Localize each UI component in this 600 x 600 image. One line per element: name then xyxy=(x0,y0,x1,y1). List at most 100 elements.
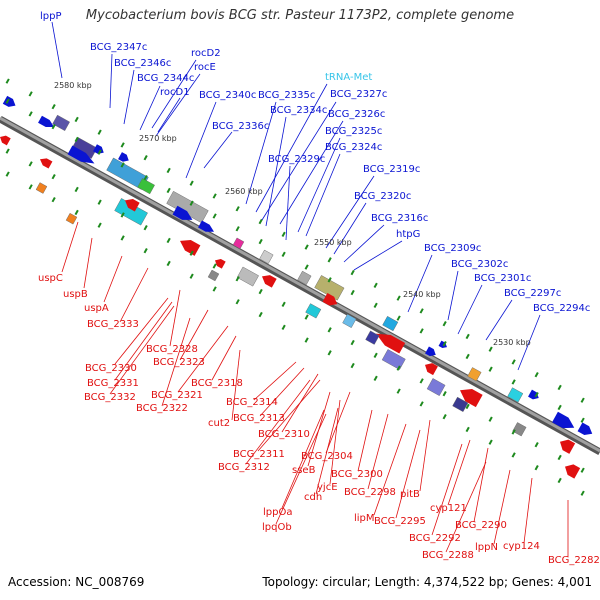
leader-line xyxy=(315,407,339,495)
gene-label: BCG_2334c xyxy=(270,105,327,116)
gene-feature xyxy=(467,367,482,382)
leader-line xyxy=(431,443,463,536)
gene-label: rocD2 xyxy=(191,48,221,59)
gene-label: BCG_2309c xyxy=(424,243,481,254)
tick-mark xyxy=(373,302,378,309)
tick-mark xyxy=(28,184,33,190)
tick-mark xyxy=(580,467,585,473)
leader-line xyxy=(395,429,421,519)
leader-line xyxy=(447,270,459,321)
leader-line xyxy=(265,116,287,227)
gene-feature xyxy=(365,330,380,345)
gene-label: rocD1 xyxy=(160,87,190,98)
tick-mark xyxy=(465,403,470,410)
tick-label: 2560 kbp xyxy=(225,187,263,196)
tick-mark xyxy=(488,366,493,372)
gene-block xyxy=(314,275,345,301)
tick-mark xyxy=(5,98,10,104)
tick-mark xyxy=(534,392,539,398)
gene-label: BCG_2330 xyxy=(85,363,137,374)
gene-arrow xyxy=(125,199,140,212)
gene-arrow xyxy=(577,422,593,436)
tick-mark xyxy=(350,339,355,346)
leader-line xyxy=(109,53,113,109)
tick-mark xyxy=(419,328,424,334)
leader-line xyxy=(119,267,149,323)
leader-line xyxy=(231,349,241,421)
tick-mark xyxy=(488,346,493,352)
gene-label: uspC xyxy=(38,273,63,284)
leader-line xyxy=(281,409,325,509)
gene-feature xyxy=(38,115,54,127)
gene-arrow xyxy=(40,158,53,169)
tick-mark xyxy=(327,257,332,263)
leader-line xyxy=(447,439,471,506)
tick-mark xyxy=(74,136,79,143)
gene-block xyxy=(342,313,357,328)
gene-feature xyxy=(552,411,575,429)
gene-arrow xyxy=(38,115,54,127)
gene-label: cdh xyxy=(304,492,322,503)
tick-label: 2570 kbp xyxy=(139,134,177,143)
tick-mark xyxy=(143,225,148,231)
leader-line xyxy=(155,73,201,137)
tick-mark xyxy=(74,209,79,216)
leader-line xyxy=(445,461,487,553)
tick-mark xyxy=(350,269,355,276)
tick-mark xyxy=(258,311,263,318)
gene-feature xyxy=(118,152,129,162)
leader-line xyxy=(151,59,197,129)
genome-backbone xyxy=(0,115,600,456)
tick-mark xyxy=(396,295,401,301)
gene-label: htpG xyxy=(396,229,420,240)
leader-line xyxy=(343,224,385,263)
tick-mark xyxy=(511,429,516,435)
leader-line xyxy=(257,379,321,452)
gene-feature xyxy=(52,114,70,131)
gene-feature xyxy=(297,270,312,285)
gene-arrow xyxy=(2,95,16,107)
leader-line xyxy=(203,131,233,169)
gene-arrow xyxy=(262,275,277,288)
leader-line xyxy=(357,409,373,472)
tick-mark xyxy=(166,260,171,267)
leader-line xyxy=(177,325,229,393)
tick-mark xyxy=(557,384,562,391)
gene-feature xyxy=(425,363,438,376)
gene-label: BCG_2298 xyxy=(344,487,396,498)
gene-label: BCG_2346c xyxy=(114,58,171,69)
leader-line xyxy=(114,297,169,365)
gene-label: BCG_2335c xyxy=(258,90,315,101)
leader-line xyxy=(157,97,181,133)
leader-line xyxy=(211,335,237,381)
gene-label: yjcE xyxy=(317,482,338,493)
gene-label: cut2 xyxy=(208,418,230,429)
leader-line xyxy=(139,85,161,131)
tick-mark xyxy=(327,327,332,333)
gene-label: BCG_2318 xyxy=(191,378,243,389)
tick-mark xyxy=(166,187,171,194)
gene-arrow xyxy=(172,205,193,220)
tick-mark xyxy=(97,129,102,135)
leader-line xyxy=(109,305,175,395)
gene-label: BCG_2333 xyxy=(87,319,139,330)
gene-block xyxy=(426,378,446,396)
gene-block xyxy=(65,212,78,225)
leader-line xyxy=(329,399,341,485)
gene-label: BCG_2347c xyxy=(90,42,147,53)
tick-mark xyxy=(304,314,309,320)
leader-line xyxy=(114,301,173,381)
gene-feature xyxy=(207,269,220,282)
leader-line xyxy=(245,101,277,205)
gene-feature xyxy=(438,340,447,348)
tick-mark xyxy=(28,161,33,167)
tick-mark xyxy=(143,175,148,181)
gene-arrow xyxy=(215,259,226,269)
tick-mark xyxy=(235,299,240,305)
gene-arrow xyxy=(438,340,447,348)
gene-label: cyp121 xyxy=(430,503,467,514)
gene-feature xyxy=(137,178,155,195)
gene-arrow xyxy=(565,464,581,479)
gene-label: lppN xyxy=(475,542,498,553)
tick-mark xyxy=(51,103,56,110)
